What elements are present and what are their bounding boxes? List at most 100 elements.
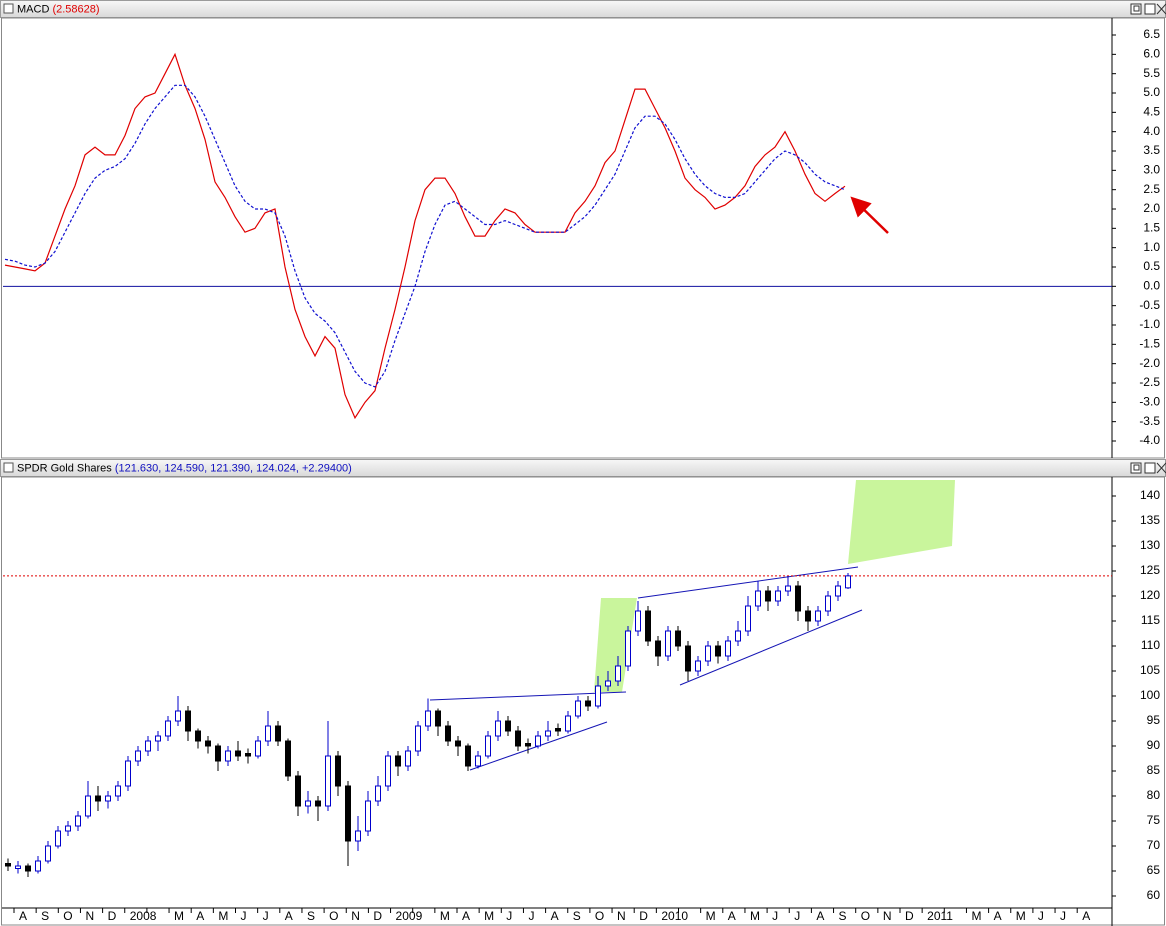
x-tick-label: O — [595, 909, 604, 923]
candle-body — [745, 605, 751, 632]
candle-body — [735, 630, 741, 642]
candle-body — [545, 730, 551, 737]
y-tick-label: 2.0 — [1143, 201, 1160, 215]
x-tick-label: M — [706, 909, 716, 923]
x-tick-label: A — [994, 909, 1002, 923]
close-icon[interactable] — [1156, 3, 1166, 15]
y-tick-label: 120 — [1140, 588, 1160, 602]
candle-body — [375, 785, 381, 802]
candle-body — [205, 740, 211, 747]
candle-body — [185, 710, 191, 732]
candle-body — [245, 753, 251, 757]
candle-body — [685, 645, 691, 672]
candle-body — [405, 750, 411, 767]
candle-body — [115, 785, 121, 797]
candle-body — [335, 755, 341, 787]
x-tick-label: J — [1038, 909, 1044, 923]
candle-body — [75, 815, 81, 827]
candle-body — [365, 800, 371, 832]
trend-line — [429, 691, 627, 701]
restore-button[interactable] — [1130, 3, 1142, 15]
arrow — [850, 196, 889, 234]
panel-frame — [1, 476, 1165, 926]
x-tick-label: O — [63, 909, 72, 923]
candle-body — [215, 745, 221, 762]
x-tick-label: S — [41, 909, 49, 923]
candle-body — [525, 743, 531, 747]
candle-body — [275, 725, 281, 742]
x-tick-label: 2009 — [396, 909, 423, 923]
candle-body — [65, 825, 71, 832]
y-tick-label: -1.0 — [1139, 317, 1160, 331]
panel-icon — [3, 3, 14, 14]
candle-body — [615, 665, 621, 682]
candle-body — [415, 725, 421, 752]
macd-line — [4, 52, 846, 420]
candle-body — [435, 710, 441, 727]
x-tick-label: A — [462, 909, 470, 923]
y-tick-label: -2.5 — [1139, 375, 1160, 389]
x-tick-label: M — [1016, 909, 1026, 923]
y-tick-label: 1.0 — [1143, 240, 1160, 254]
maximize-button[interactable] — [1144, 462, 1156, 474]
x-tick-label: 2008 — [130, 909, 157, 923]
candle-body — [665, 630, 671, 657]
x-tick-label: S — [839, 909, 847, 923]
x-tick-label: A — [1082, 909, 1090, 923]
candle-body — [175, 710, 181, 722]
y-tick-label: 6.0 — [1143, 47, 1160, 61]
maximize-button[interactable] — [1144, 3, 1156, 15]
y-tick-label: 6.5 — [1143, 27, 1160, 41]
y-tick-label: 110 — [1141, 638, 1160, 652]
x-tick-label: S — [307, 909, 315, 923]
y-tick-label: 1.5 — [1143, 221, 1160, 235]
x-tick-label: A — [196, 909, 204, 923]
candle-body — [235, 750, 241, 757]
x-tick-label: J — [263, 909, 269, 923]
candle-body — [385, 755, 391, 787]
title: MACD — [17, 3, 49, 15]
subtitle: (121.630, 124.590, 121.390, 124.024, +2.… — [115, 462, 352, 474]
x-tick-label: M — [484, 909, 494, 923]
y-tick-label: 5.5 — [1143, 66, 1160, 80]
candle-body — [45, 845, 51, 862]
y-tick-label: 140 — [1140, 488, 1160, 502]
candle-body — [255, 740, 261, 757]
x-tick-label: N — [351, 909, 360, 923]
trend-line — [679, 609, 863, 686]
x-tick-label: O — [861, 909, 870, 923]
y-tick-label: -0.5 — [1139, 298, 1160, 312]
candle-body — [395, 755, 401, 767]
y-tick-label: 90 — [1147, 738, 1161, 752]
y-tick-label: 75 — [1147, 813, 1161, 827]
candle-body — [825, 595, 831, 612]
candle-body — [555, 728, 561, 732]
x-tick-label: A — [285, 909, 293, 923]
candle-body — [225, 750, 231, 762]
candle-body — [295, 775, 301, 807]
candle-body — [805, 610, 811, 622]
x-tick-label: J — [1060, 909, 1066, 923]
panel-icon — [3, 462, 14, 473]
candle-body — [465, 745, 471, 767]
close-icon[interactable] — [1156, 462, 1166, 474]
candle-body — [845, 575, 851, 589]
restore-button[interactable] — [1130, 462, 1142, 474]
candle-body — [585, 700, 591, 707]
candle-body — [475, 755, 481, 767]
candle-body — [5, 863, 11, 867]
candle-body — [625, 630, 631, 667]
y-tick-label: -4.0 — [1139, 433, 1160, 447]
y-tick-label: -2.0 — [1139, 356, 1160, 370]
candle-body — [145, 740, 151, 752]
window-buttons[interactable] — [1130, 3, 1166, 15]
candle-body — [345, 785, 351, 842]
candle-body — [55, 830, 61, 847]
candle-body — [695, 660, 701, 672]
x-tick-label: N — [617, 909, 626, 923]
subtitle: (2.58628) — [52, 3, 99, 15]
window-buttons[interactable] — [1130, 462, 1166, 474]
candle-body — [85, 795, 91, 817]
candle-body — [595, 685, 601, 707]
highlight-zone — [848, 480, 955, 564]
